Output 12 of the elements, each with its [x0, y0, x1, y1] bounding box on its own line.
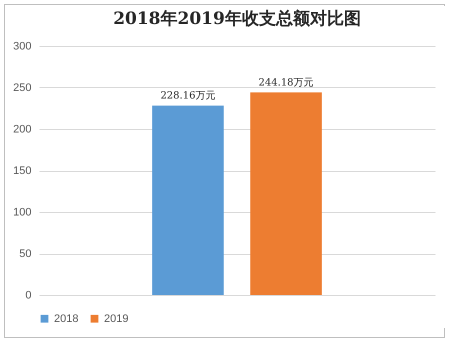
y-tick-label: 200 [13, 124, 32, 136]
y-tick-label: 300 [13, 40, 32, 52]
chart-title: 2018年2019年收支总额对比图 [113, 9, 361, 29]
data-label: 228.16万元 [160, 90, 216, 102]
y-tick-label: 100 [13, 206, 32, 218]
legend-label: 2019 [104, 312, 128, 325]
y-tick-label: 50 [19, 248, 32, 260]
data-label: 244.18万元 [258, 77, 314, 88]
y-tick-label: 250 [13, 82, 32, 94]
legend-label: 2018 [54, 312, 78, 325]
y-tick-label: 150 [13, 165, 32, 177]
y-tick-label: 0 [25, 290, 32, 302]
